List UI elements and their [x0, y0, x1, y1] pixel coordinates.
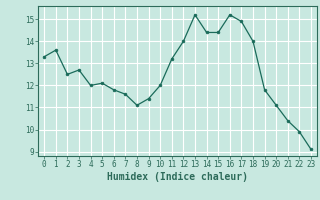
X-axis label: Humidex (Indice chaleur): Humidex (Indice chaleur)	[107, 172, 248, 182]
